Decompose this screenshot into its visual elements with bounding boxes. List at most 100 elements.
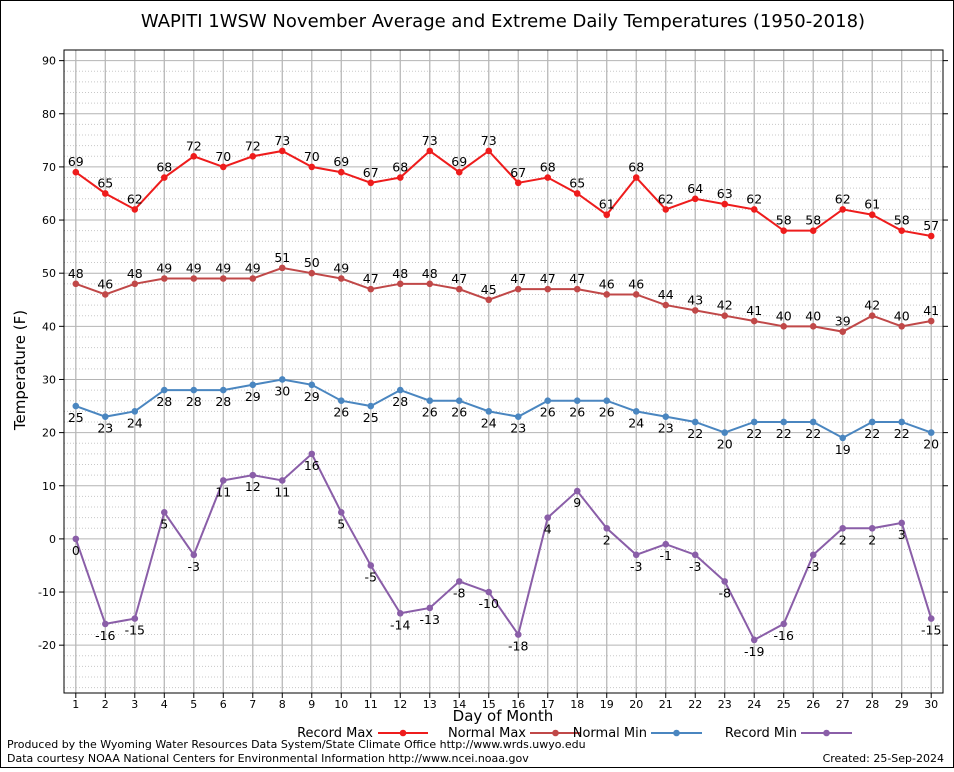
normal-min-point [249,381,257,389]
normal-max-data-label: 46 [97,276,113,291]
record-max-data-label: 64 [687,181,703,196]
x-tick-label: 13 [423,698,437,711]
normal-max-point [662,301,670,309]
x-tick-label: 8 [279,698,286,711]
record-min-point [544,514,552,521]
normal-min-data-label: 30 [274,383,290,398]
x-tick-label: 26 [806,698,820,711]
normal-min-data-label: 19 [835,442,851,457]
normal-max-point [809,323,817,330]
record-max-data-label: 70 [304,149,320,164]
x-axis-label: Day of Month [453,707,554,725]
record-min-point [898,519,906,527]
normal-max-data-label: 49 [186,261,202,276]
x-tick-label: 6 [220,698,227,711]
y-tick-label: 80 [42,108,56,121]
record-max-data-label: 73 [422,133,438,148]
normal-max-point [190,275,198,282]
record-max-point [160,174,168,181]
record-max-data-label: 68 [540,160,556,175]
record-max-point [721,200,729,208]
normal-max-point [691,307,699,314]
normal-min-point [455,397,463,405]
normal-min-point [839,434,847,442]
record-max-point [868,211,876,219]
record-max-point [367,179,375,187]
x-tick-label: 12 [393,698,407,711]
record-min-data-label: -16 [95,628,115,643]
x-tick-label: 24 [747,698,761,711]
normal-min-data-label: 29 [304,389,320,404]
data-labels: 69 65 62 68 72 70 72 73 70 69 67 68 73 69 73 67 68 65 61 68… [68,133,942,659]
x-tick-label: 15 [482,698,496,711]
normal-max-data-label: 49 [333,261,349,276]
x-tick-label: 3 [131,698,138,711]
record-min-point [455,578,463,585]
normal-max-data-label: 51 [274,250,290,265]
normal-max-data-label: 45 [481,282,497,297]
normal-max-point [485,296,493,304]
normal-max-data-label: 39 [835,314,851,329]
legend-label-normal-max: Normal Max [448,726,526,741]
normal-max-point [131,280,139,288]
normal-min-point [337,397,345,405]
record-min-data-label: -15 [125,623,145,638]
record-max-point [662,206,670,213]
record-max-point [514,179,522,187]
y-tick-label: 10 [42,480,56,493]
record-min-point [927,615,935,622]
record-max-point [249,152,257,160]
normal-max-data-label: 40 [894,308,910,323]
y-tick-label: 0 [49,533,56,546]
record-max-data-label: 61 [864,197,880,212]
normal-min-point [750,418,758,426]
grid [64,49,943,693]
record-max-data-label: 61 [599,197,615,212]
normal-max-data-label: 46 [599,276,615,291]
x-tick-label: 17 [541,698,555,711]
normal-min-point [603,397,611,405]
record-min-point [72,535,80,543]
normal-max-point [544,285,552,293]
record-min-point [485,588,493,596]
y-tick-label: 60 [42,214,56,227]
record-max-data-label: 72 [245,138,261,153]
record-min-point [101,620,109,628]
normal-max-point [219,275,227,282]
record-min-point [367,562,375,569]
footer-credit-data: Data courtesy NOAA National Centers for … [7,752,529,765]
record-max-point [809,227,817,234]
normal-min-data-label: 24 [628,415,644,430]
normal-max-data-label: 47 [510,271,526,286]
record-max-point [131,206,139,213]
normal-max-point [455,285,463,293]
record-min-data-label: -8 [453,585,466,600]
normal-min-point [514,413,522,420]
record-min-data-label: -3 [807,559,819,574]
record-max-data-label: 69 [451,154,467,169]
record-min-data-label: 5 [337,516,345,531]
record-max-data-label: 69 [333,154,349,169]
record-max-data-label: 65 [569,175,585,190]
normal-min-data-label: 28 [392,394,408,409]
record-min-point [868,524,876,532]
legend-label-record-max: Record Max [297,726,373,741]
record-max-point [839,206,847,213]
record-min-data-label: 12 [245,479,261,494]
normal-min-point [308,381,316,389]
normal-min-point [367,402,375,410]
normal-max-point [160,275,168,282]
record-min-point [839,524,847,532]
record-max-data-label: 68 [156,160,172,175]
normal-max-point [603,291,611,298]
normal-min-data-label: 22 [805,426,821,441]
normal-min-data-label: 26 [422,405,438,420]
record-max-data-label: 58 [894,213,910,228]
legend-marker-normal-min [673,729,680,737]
normal-max-data-label: 42 [717,298,733,313]
normal-min-point [691,418,699,426]
record-max-point [898,227,906,234]
x-tick-label: 27 [836,698,850,711]
normal-min-data-label: 26 [540,405,556,420]
